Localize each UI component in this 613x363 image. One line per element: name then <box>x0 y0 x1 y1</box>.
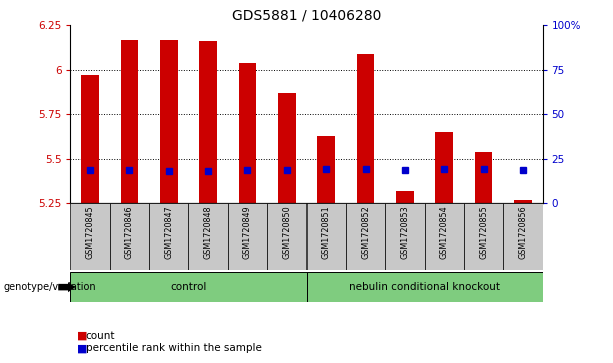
Text: genotype/variation: genotype/variation <box>3 282 96 292</box>
Text: GSM1720847: GSM1720847 <box>164 205 173 259</box>
Bar <box>70 203 110 270</box>
Bar <box>385 203 424 270</box>
Bar <box>503 203 543 270</box>
Bar <box>228 203 267 270</box>
Bar <box>357 54 375 203</box>
Text: GSM1720850: GSM1720850 <box>283 205 291 259</box>
Text: GSM1720848: GSM1720848 <box>204 205 213 259</box>
Bar <box>435 132 453 203</box>
Text: GSM1720852: GSM1720852 <box>361 205 370 259</box>
Bar <box>464 203 503 270</box>
Bar <box>306 203 346 270</box>
Bar <box>238 63 256 203</box>
Text: GSM1720845: GSM1720845 <box>86 205 94 259</box>
Bar <box>278 93 295 203</box>
Text: GSM1720846: GSM1720846 <box>125 205 134 259</box>
Bar <box>346 203 385 270</box>
Bar <box>306 272 543 302</box>
Text: control: control <box>170 282 207 292</box>
Text: GSM1720856: GSM1720856 <box>519 205 527 259</box>
Bar <box>396 191 414 203</box>
Text: count: count <box>86 331 115 341</box>
Text: ■: ■ <box>77 331 87 341</box>
Bar <box>318 136 335 203</box>
Title: GDS5881 / 10406280: GDS5881 / 10406280 <box>232 9 381 23</box>
Bar <box>424 203 464 270</box>
Bar <box>160 40 178 203</box>
Bar <box>82 75 99 203</box>
Bar <box>474 152 492 203</box>
Text: GSM1720854: GSM1720854 <box>440 205 449 259</box>
Text: nebulin conditional knockout: nebulin conditional knockout <box>349 282 500 292</box>
Bar <box>267 203 306 270</box>
Bar <box>110 203 149 270</box>
Text: GSM1720849: GSM1720849 <box>243 205 252 259</box>
Text: ■: ■ <box>77 343 87 354</box>
Bar <box>121 40 139 203</box>
Bar <box>514 200 531 203</box>
Text: percentile rank within the sample: percentile rank within the sample <box>86 343 262 354</box>
Text: GSM1720855: GSM1720855 <box>479 205 488 259</box>
Text: GSM1720851: GSM1720851 <box>322 205 330 259</box>
Bar <box>189 203 228 270</box>
Text: GSM1720853: GSM1720853 <box>400 205 409 259</box>
Bar <box>70 272 306 302</box>
Bar <box>149 203 189 270</box>
Bar <box>199 41 217 203</box>
